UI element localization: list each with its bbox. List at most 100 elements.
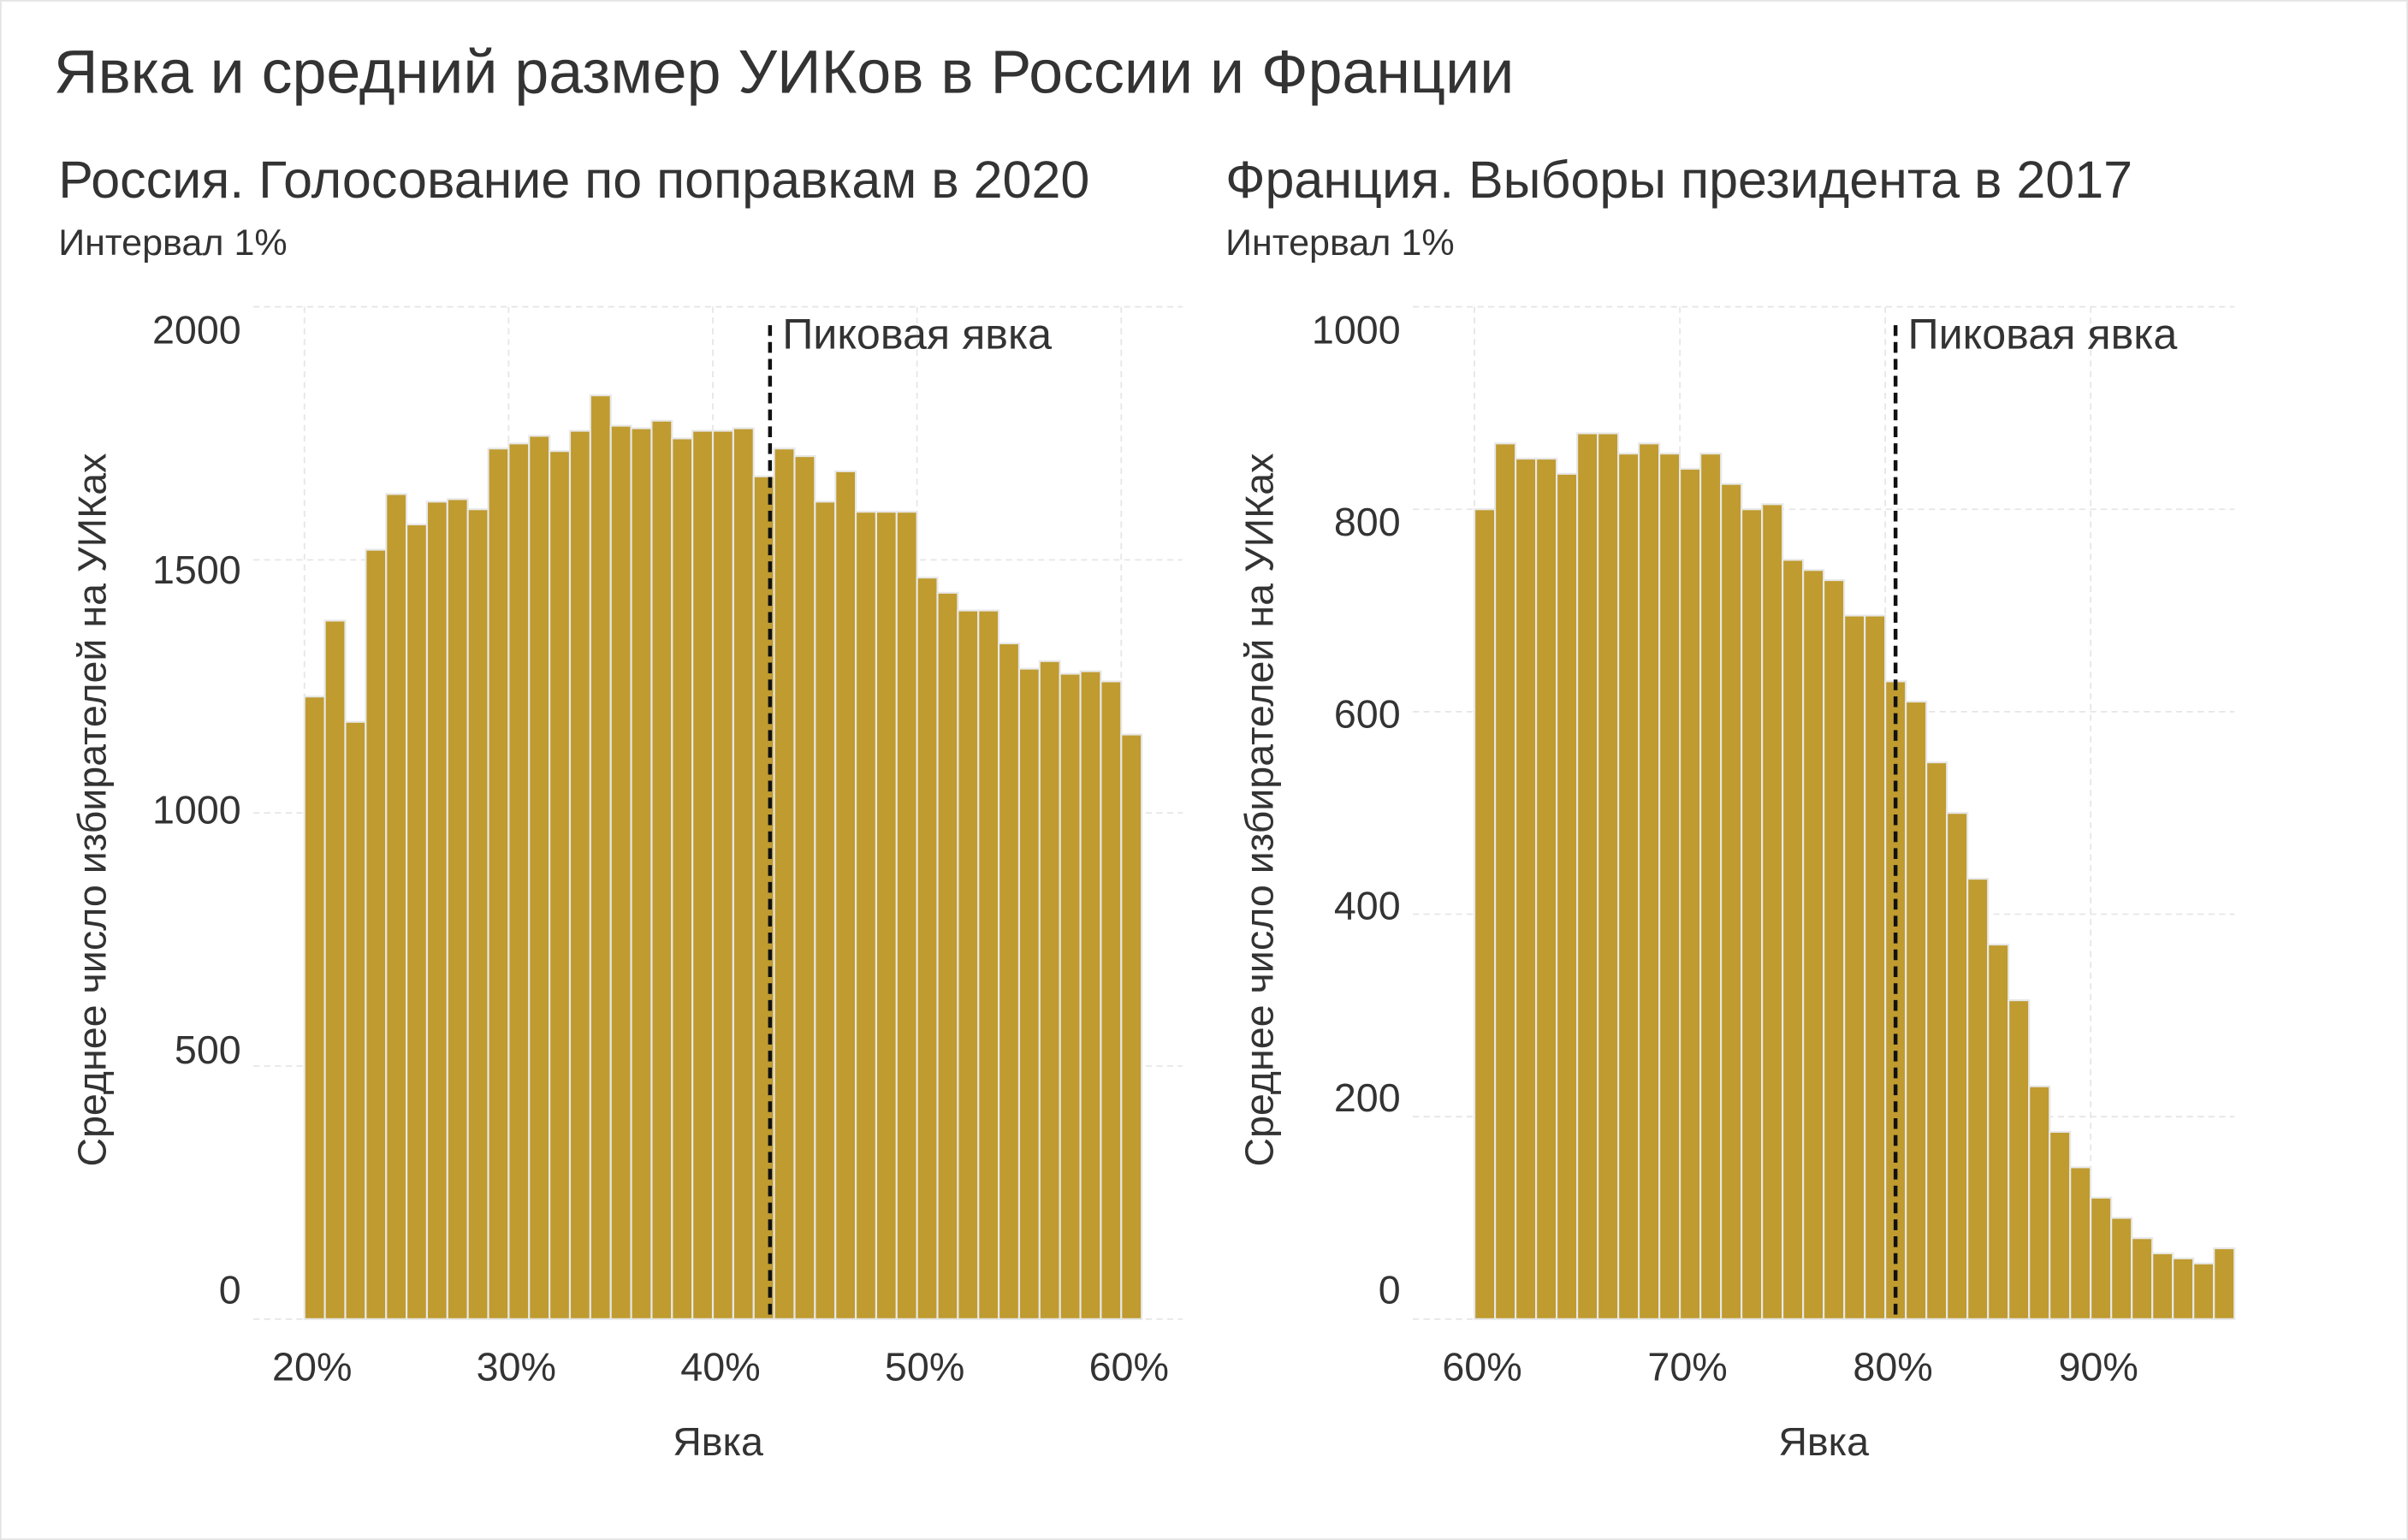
y-tick-label: 2000 <box>152 307 241 352</box>
bar <box>854 511 878 1320</box>
bar <box>1617 453 1640 1320</box>
x-tick-label: 20% <box>272 1344 352 1389</box>
bar <box>549 450 572 1320</box>
y-tick-label: 1000 <box>152 788 241 832</box>
x-tick-label: 70% <box>1647 1344 1727 1389</box>
bar <box>1823 578 1846 1320</box>
x-tick-label: 40% <box>680 1344 760 1389</box>
y-tick-label: 0 <box>1379 1268 1401 1312</box>
y-axis-label: Среднее число избирателей на УИКах <box>1237 453 1281 1167</box>
x-tick-label: 60% <box>1089 1344 1169 1389</box>
bar <box>1597 432 1620 1320</box>
chart-subtitle: Интервал 1% <box>1225 222 1454 264</box>
x-axis-label: Явка <box>673 1419 763 1464</box>
bar <box>732 427 755 1320</box>
bar <box>1017 667 1041 1320</box>
bar <box>936 591 959 1320</box>
bar <box>1535 457 1558 1320</box>
bar <box>1782 559 1805 1320</box>
bar <box>2110 1217 2133 1320</box>
bar <box>1059 672 1082 1320</box>
bar <box>1946 812 1969 1320</box>
bar <box>957 609 980 1320</box>
bar <box>2192 1262 2215 1320</box>
bar <box>2069 1166 2092 1320</box>
y-axis-label: Среднее число избирателей на УИКах <box>70 453 115 1167</box>
bar <box>2028 1085 2051 1320</box>
x-tick-label: 50% <box>885 1344 964 1389</box>
bar <box>650 419 673 1320</box>
y-tick-label: 200 <box>1334 1075 1401 1120</box>
bar <box>773 447 796 1320</box>
bar <box>1720 483 1743 1320</box>
bar <box>1802 569 1825 1320</box>
annotation: Пиковая явка <box>782 311 1052 358</box>
annotation: Пиковая явка <box>1908 311 2178 358</box>
bar <box>916 577 939 1320</box>
x-tick-label: 80% <box>1853 1344 1932 1389</box>
chart-title: Россия. Голосование по поправкам в 2020 <box>58 151 1089 209</box>
y-tick-label: 600 <box>1334 691 1401 736</box>
bar <box>1925 761 1948 1320</box>
y-tick-label: 1000 <box>1312 307 1401 352</box>
x-axis-label: Явка <box>1778 1419 1869 1464</box>
bar <box>609 424 632 1320</box>
bar <box>834 470 857 1320</box>
bar <box>630 427 653 1320</box>
bar <box>1761 503 1784 1320</box>
bar <box>875 511 898 1320</box>
bar <box>1576 432 1599 1320</box>
bar <box>1987 943 2010 1320</box>
x-tick-label: 60% <box>1442 1344 1521 1389</box>
bar <box>2008 999 2031 1320</box>
bar <box>2090 1196 2113 1320</box>
bar <box>323 619 347 1320</box>
bar <box>1843 614 1866 1320</box>
bar <box>711 429 734 1320</box>
bar <box>487 447 510 1320</box>
bar <box>1966 878 1990 1320</box>
bar <box>1699 453 1723 1320</box>
bar <box>1741 508 1764 1320</box>
x-tick-label: 30% <box>477 1344 556 1389</box>
bar <box>589 394 612 1320</box>
bar <box>1679 467 1702 1320</box>
y-tick-label: 1500 <box>152 548 241 592</box>
bar <box>998 642 1021 1320</box>
x-tick-label: 90% <box>2058 1344 2138 1389</box>
bar <box>1100 680 1123 1320</box>
bar <box>671 437 694 1320</box>
bar <box>1474 508 1497 1320</box>
page-title: Явка и средний размер УИКов в России и Ф… <box>54 38 1515 107</box>
bar <box>344 720 367 1320</box>
y-tick-label: 500 <box>175 1028 241 1072</box>
bar <box>528 435 551 1320</box>
y-tick-label: 0 <box>219 1268 241 1312</box>
bar <box>1864 614 1887 1320</box>
bar <box>1494 442 1517 1320</box>
bar <box>793 455 816 1320</box>
bar <box>977 609 1000 1320</box>
bar <box>1658 453 1681 1320</box>
chart-title: Франция. Выборы президента в 2017 <box>1225 151 2132 209</box>
bar <box>2151 1252 2174 1320</box>
bar <box>406 523 429 1320</box>
bar <box>365 548 388 1320</box>
bar <box>2172 1257 2195 1320</box>
chart-subtitle: Интервал 1% <box>58 222 287 264</box>
bar <box>895 511 918 1320</box>
bar <box>507 442 531 1320</box>
bar <box>691 429 715 1320</box>
bar <box>385 493 408 1320</box>
bar <box>814 500 837 1320</box>
bar <box>446 498 469 1320</box>
bar <box>2131 1237 2154 1320</box>
bar <box>466 508 489 1320</box>
bar <box>2049 1130 2072 1320</box>
y-tick-label: 800 <box>1334 500 1401 544</box>
bar <box>425 500 448 1320</box>
bar <box>1515 457 1538 1320</box>
bar <box>1556 472 1579 1320</box>
y-tick-label: 400 <box>1334 884 1401 928</box>
